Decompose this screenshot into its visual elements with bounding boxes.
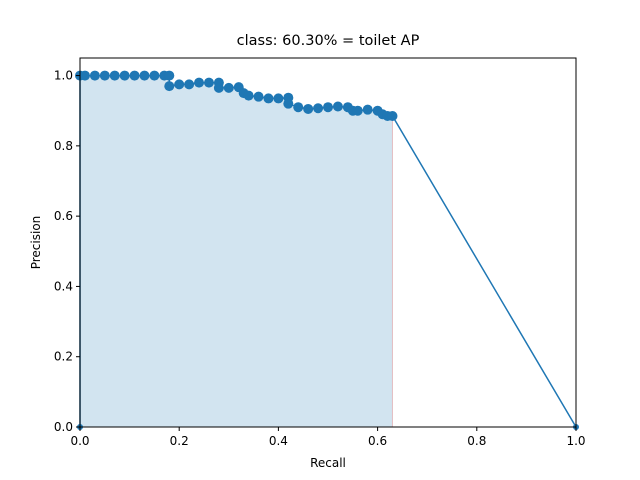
y-tick-label: 0.8	[54, 139, 73, 153]
ap-area-fill	[80, 75, 393, 428]
pr-curve-point	[332, 101, 343, 112]
pr-curve-point	[174, 79, 185, 90]
pr-curve-point	[139, 70, 150, 81]
x-tick-label: 0.4	[269, 434, 288, 448]
pr-curve-point	[164, 70, 175, 81]
pr-curve-point	[213, 82, 224, 93]
pr-curve-point	[109, 70, 120, 81]
pr-curve-point	[164, 81, 175, 92]
pr-curve-point	[129, 70, 140, 81]
pr-curve-point	[283, 98, 294, 109]
pr-curve-point	[323, 102, 333, 113]
x-axis-ticks: 0.0 0.2 0.4 0.6 0.8 1.0	[70, 427, 586, 448]
pr-curve-point	[273, 93, 284, 104]
y-tick-label: 1.0	[54, 69, 73, 83]
pr-curve-point	[119, 70, 130, 81]
pr-curve-point	[223, 82, 234, 93]
pr-curve-point	[352, 105, 363, 116]
pr-curve-point	[203, 77, 214, 88]
x-tick-label: 0.6	[368, 434, 387, 448]
pr-curve-point	[303, 103, 314, 114]
pr-curve-point	[253, 91, 264, 102]
y-tick-label: 0.6	[54, 209, 73, 223]
pr-curve-point	[243, 90, 254, 101]
pr-curve-point	[184, 79, 195, 90]
pr-curve-point	[387, 110, 398, 121]
series-layer	[75, 70, 579, 430]
y-tick-label: 0.4	[54, 279, 73, 293]
y-tick-label: 0.2	[54, 350, 73, 364]
pr-curve-point	[263, 93, 274, 104]
pr-curve-point	[149, 70, 160, 81]
x-tick-label: 1.0	[566, 434, 585, 448]
y-axis-ticks: 0.0 0.2 0.4 0.6 0.8 1.0	[54, 69, 80, 434]
y-tick-label: 0.0	[54, 420, 73, 434]
pr-curve-point	[99, 70, 110, 81]
x-axis-label: Recall	[310, 456, 346, 470]
x-tick-label: 0.8	[467, 434, 486, 448]
x-tick-label: 0.2	[170, 434, 189, 448]
pr-curve-point	[194, 77, 205, 88]
pr-curve-point	[89, 70, 100, 81]
y-axis-label: Precision	[29, 216, 43, 270]
pr-curve-point	[313, 103, 324, 114]
pr-curve-point	[362, 104, 373, 115]
pr-curve-point	[79, 70, 90, 81]
x-tick-label: 0.0	[70, 434, 89, 448]
chart-title: class: 60.30% = toilet AP	[236, 33, 420, 49]
axes-frame	[79, 57, 577, 428]
ap-area-layer	[80, 75, 393, 428]
pr-curve-point	[293, 102, 304, 113]
